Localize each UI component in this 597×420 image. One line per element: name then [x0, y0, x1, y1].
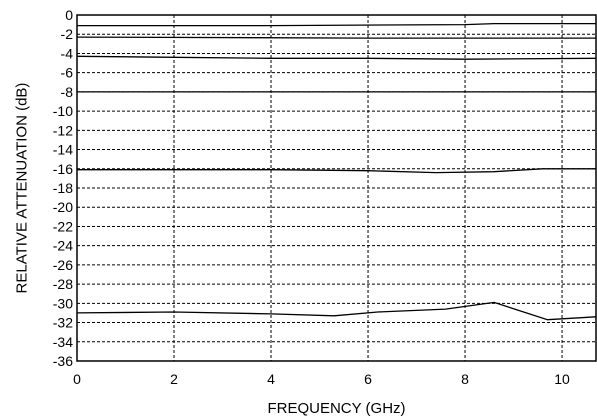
grid-lines — [77, 15, 596, 361]
y-tick-label: -28 — [53, 276, 73, 292]
y-tick-label: -6 — [61, 65, 74, 81]
x-tick-label: 0 — [73, 371, 81, 387]
y-tick-label: -20 — [53, 199, 73, 215]
series-line-5 — [77, 168, 596, 174]
y-tick-label: -18 — [53, 180, 73, 196]
series-line-1 — [77, 22, 596, 27]
y-tick-label: -2 — [61, 26, 74, 42]
y-tick-label: -30 — [53, 295, 73, 311]
y-tick-label: -10 — [53, 103, 73, 119]
x-tick-label: 10 — [554, 371, 570, 387]
y-tick-label: -34 — [53, 334, 73, 350]
x-tick-label: 2 — [170, 371, 178, 387]
y-tick-label: 0 — [65, 7, 73, 23]
series-line-6 — [76, 301, 597, 321]
y-tick-labels: 0 -2 -4 -6 -8 -10 -12 -14 -16 -18 -20 -22 -24 -26 -28 -… — [53, 7, 73, 369]
x-tick-label: 8 — [461, 371, 469, 387]
x-tick-label: 6 — [364, 371, 372, 387]
y-tick-label: -14 — [53, 142, 73, 158]
y-tick-label: -22 — [53, 218, 73, 234]
y-axis-title: RELATIVE ATTENUATION (dB) — [13, 83, 30, 294]
plot-frame — [76, 14, 597, 362]
data-series — [76, 22, 597, 321]
series-line-2 — [76, 36, 596, 39]
x-tick-labels: 0 2 4 6 8 10 — [73, 371, 570, 387]
y-tick-label: -26 — [53, 257, 73, 273]
series-line-3 — [76, 55, 597, 60]
y-tick-label: -32 — [53, 315, 73, 331]
y-tick-label: -12 — [53, 122, 73, 138]
y-tick-label: -24 — [53, 238, 73, 254]
y-tick-label: -4 — [61, 45, 74, 61]
y-tick-label: -16 — [53, 161, 73, 177]
y-tick-label: -8 — [61, 84, 74, 100]
x-axis-title: FREQUENCY (GHz) — [267, 400, 405, 417]
x-tick-label: 4 — [267, 371, 275, 387]
y-tick-label: -36 — [53, 353, 73, 369]
